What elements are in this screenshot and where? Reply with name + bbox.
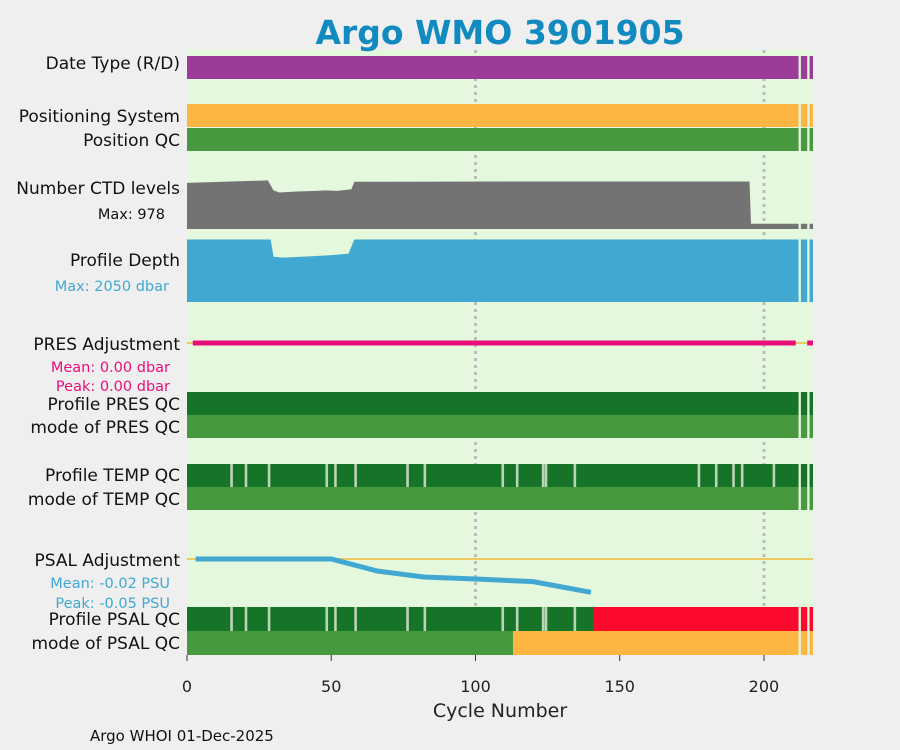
psal-qc-flag-4: [334, 607, 337, 631]
label-pres-adj-peak: Peak: 0.00 dbar: [56, 379, 170, 395]
label-psal-adj: PSAL Adjustment: [35, 551, 181, 571]
positioning-gap-0: [798, 104, 801, 151]
label-profile-depth: Profile Depth: [70, 251, 180, 271]
temp-qc-gap-1: [807, 464, 810, 510]
credit-text: Argo WHOI 01-Dec-2025: [90, 727, 274, 745]
label-position-qc: Position QC: [83, 131, 180, 151]
temp-qc-flag-3: [325, 464, 329, 487]
label-psal-adj-mean: Mean: -0.02 PSU: [50, 576, 170, 592]
label-pres-qc-mode: mode of PRES QC: [30, 418, 180, 438]
psal-qc-flag-2: [267, 607, 271, 631]
pres-qc-gap-0: [798, 392, 801, 438]
ctd-levels-area: [187, 180, 813, 229]
label-temp-qc-mode: mode of TEMP QC: [28, 490, 180, 510]
label-psal-qc: Profile PSAL QC: [49, 610, 180, 630]
pres-qc-profile-bar: [187, 392, 813, 415]
temp-qc-flag-13: [697, 464, 701, 487]
date-type-gap-0: [798, 56, 801, 79]
psal-qc-flag-1: [244, 607, 248, 631]
temp-qc-flag-8: [501, 464, 505, 487]
ctd-gap-0: [798, 175, 801, 229]
psal-qc-mode-good-bar: [187, 631, 513, 655]
positioning-gap-1: [807, 104, 810, 151]
psal-qc-flag-8: [501, 607, 505, 631]
x-tick-label-3: 150: [604, 677, 635, 696]
label-psal-adj-peak: Peak: -0.05 PSU: [55, 596, 170, 612]
label-depth-max: Max: 2050 dbar: [55, 279, 169, 295]
chart-title: Argo WMO 3901905: [315, 13, 684, 52]
pres-qc-gap-1: [807, 392, 810, 438]
x-axis: 0 50 100 150 200: [182, 655, 780, 696]
temp-qc-mode-bar: [187, 487, 813, 510]
x-axis-label: Cycle Number: [433, 700, 567, 722]
depth-gap-0: [798, 238, 801, 302]
temp-qc-flag-12: [573, 464, 577, 487]
psal-qc-flag-6: [406, 607, 409, 631]
x-tick-label-4: 200: [749, 677, 780, 696]
temp-qc-flag-10: [541, 464, 545, 487]
label-ctd-levels: Number CTD levels: [16, 179, 180, 199]
label-date-type: Date Type (R/D): [46, 54, 180, 74]
temp-qc-profile-bar: [187, 464, 813, 487]
date-type-gap-1: [807, 56, 810, 79]
temp-qc-flag-9: [515, 464, 519, 487]
depth-gap-1: [807, 238, 810, 302]
x-tick-label-0: 0: [182, 677, 192, 696]
temp-qc-flag-4: [334, 464, 337, 487]
row-labels: Date Type (R/D) Positioning System Positio…: [16, 54, 180, 654]
positioning-bar: [187, 104, 813, 127]
pres-qc-mode-bar: [187, 415, 813, 438]
temp-qc-flag-0: [230, 464, 233, 487]
temp-qc-flag-1: [244, 464, 248, 487]
psal-qc-flag-3: [325, 607, 329, 631]
x-tick-label-2: 100: [460, 677, 491, 696]
temp-qc-flag-7: [423, 464, 427, 487]
ctd-gap-1: [807, 175, 810, 229]
label-pres-qc: Profile PRES QC: [47, 395, 180, 415]
psal-qc-mode-probable-bar: [512, 631, 813, 655]
psal-qc-flag-5: [354, 607, 357, 631]
psal-adj-line: [195, 556, 592, 595]
psal-qc-gap-0: [798, 607, 801, 655]
psal-qc-flag-0: [230, 607, 233, 631]
psal-qc-flag-11: [544, 607, 548, 631]
temp-qc-flag-15: [732, 464, 735, 487]
psal-qc-flag-10: [541, 607, 545, 631]
temp-qc-flag-14: [714, 464, 718, 487]
date-type-bar: [187, 56, 813, 79]
psal-qc-flag-7: [423, 607, 427, 631]
temp-qc-gap-0: [798, 464, 801, 510]
data-marks: [187, 56, 813, 655]
psal-qc-bad-bar: [593, 607, 813, 631]
label-temp-qc: Profile TEMP QC: [45, 466, 180, 486]
label-pres-adj: PRES Adjustment: [33, 335, 180, 355]
temp-qc-flag-2: [267, 464, 271, 487]
x-tick-label-1: 50: [321, 677, 341, 696]
position-qc-bar: [187, 128, 813, 151]
psal-qc-flag-12: [573, 607, 577, 631]
label-positioning: Positioning System: [19, 107, 180, 127]
temp-qc-flag-6: [406, 464, 409, 487]
psal-qc-gap-1: [807, 607, 810, 655]
temp-qc-flag-11: [544, 464, 548, 487]
psal-qc-flag-9: [515, 607, 519, 631]
temp-qc-flag-17: [772, 464, 776, 487]
temp-qc-flag-5: [354, 464, 357, 487]
label-ctd-max: Max: 978: [98, 207, 165, 223]
temp-qc-flag-16: [740, 464, 744, 487]
label-psal-qc-mode: mode of PSAL QC: [31, 634, 180, 654]
profile-depth-area: [187, 239, 813, 302]
label-pres-adj-mean: Mean: 0.00 dbar: [51, 360, 170, 376]
